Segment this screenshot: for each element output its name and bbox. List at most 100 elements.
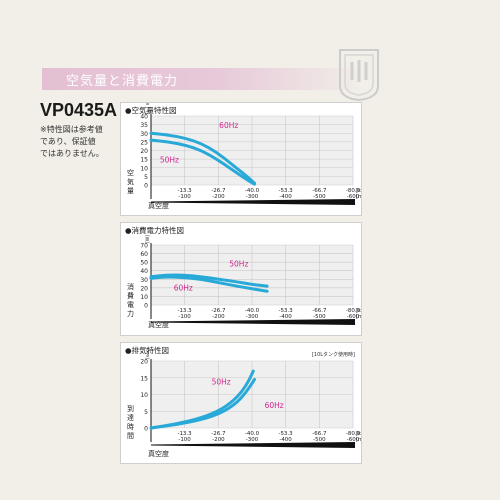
x-unit-kpa: [kPa] bbox=[356, 308, 361, 314]
x-tick-label-mmhg: -200 bbox=[212, 194, 225, 200]
x-tick-label-kpa: -66.7 bbox=[312, 431, 327, 437]
x-tick-label-kpa: -13.3 bbox=[177, 308, 192, 314]
disclaimer-note: ※特性図は参考値 であり、保証値 ではありません。 bbox=[40, 125, 104, 158]
y-tick-label: 15 bbox=[140, 157, 148, 164]
y-tick-label: 10 bbox=[140, 392, 148, 399]
series-label: 50Hz bbox=[229, 259, 248, 268]
y-tick-label: 20 bbox=[140, 285, 148, 292]
x-unit-kpa: [kPa] bbox=[356, 188, 361, 194]
y-tick-label: 0 bbox=[144, 303, 148, 310]
x-axis-arrow bbox=[151, 442, 355, 448]
section-title: 空気量と消費電力 bbox=[66, 74, 179, 89]
brand-logo-icon bbox=[339, 49, 379, 102]
chart-panel-exhaust: ●排気特性図 [10Lタンク使用時] 到達時間 真空度 0 5 10 15 20 -13.… bbox=[120, 342, 362, 464]
x-tick-label-mmhg: -500 bbox=[313, 314, 326, 320]
x-axis-label: 真空度 bbox=[148, 202, 169, 210]
series-line bbox=[149, 138, 257, 186]
y-tick-label: 15 bbox=[140, 375, 148, 382]
x-tick-label-kpa: -26.7 bbox=[211, 188, 226, 194]
x-axis-label: 真空度 bbox=[148, 450, 169, 458]
x-tick-label-mmhg: -500 bbox=[313, 437, 326, 443]
x-tick-label-kpa: -66.7 bbox=[312, 308, 327, 314]
y-tick-label: 20 bbox=[140, 359, 148, 366]
x-tick-label-mmhg: -100 bbox=[178, 437, 191, 443]
x-tick-label-kpa: -40.0 bbox=[245, 431, 260, 437]
chart-panel-power: ●消費電力特性図 消費電力 真空度 0 10 20 30 40 50 60 70 -13.3 -1… bbox=[120, 222, 362, 336]
x-tick-label-mmhg: -200 bbox=[212, 437, 225, 443]
x-tick-label-mmhg: -300 bbox=[246, 437, 259, 443]
y-axis-label: 空気量 bbox=[127, 169, 134, 195]
x-unit-mmhg: [mmHg] bbox=[356, 194, 361, 200]
x-tick-label-kpa: -80.0 bbox=[346, 308, 361, 314]
x-tick-label-mmhg: -500 bbox=[313, 194, 326, 200]
x-tick-label-kpa: -80.0 bbox=[346, 188, 361, 194]
chart-panel-airflow: ●空気量特性図 空気量 真空度 0 5 10 15 20 25 30 35 40 -13.3 -10… bbox=[120, 102, 362, 216]
x-tick-label-kpa: -53.3 bbox=[278, 431, 293, 437]
series-label: 50Hz bbox=[160, 156, 179, 165]
x-tick-label-kpa: -53.3 bbox=[278, 308, 293, 314]
x-unit-mmhg: [mmHg] bbox=[356, 314, 361, 320]
model-number: VP0435A bbox=[40, 100, 118, 120]
x-tick-label-mmhg: -300 bbox=[246, 194, 259, 200]
y-tick-label: 35 bbox=[140, 122, 148, 129]
test-condition: [10Lタンク使用時] bbox=[311, 352, 355, 358]
chart-title: ●排気特性図 bbox=[125, 346, 170, 355]
x-tick-label-kpa: -13.3 bbox=[177, 188, 192, 194]
x-tick-label-mmhg: -600 bbox=[347, 437, 360, 443]
y-tick-label: 20 bbox=[140, 148, 148, 155]
x-tick-label-mmhg: -400 bbox=[279, 437, 292, 443]
x-unit-mmhg: [mmHg] bbox=[356, 437, 361, 443]
chart-title: ●消費電力特性図 bbox=[125, 226, 185, 235]
x-tick-label-kpa: -53.3 bbox=[278, 188, 293, 194]
section-banner bbox=[42, 68, 360, 90]
y-unit-label: [sec] bbox=[145, 348, 151, 359]
x-tick-label-mmhg: -100 bbox=[178, 194, 191, 200]
x-tick-label-mmhg: -400 bbox=[279, 314, 292, 320]
y-unit-label: [W] bbox=[145, 235, 151, 243]
series-line bbox=[149, 377, 257, 430]
x-tick-label-kpa: -66.7 bbox=[312, 188, 327, 194]
y-axis-label: 到達時間 bbox=[127, 405, 134, 440]
y-tick-label: 0 bbox=[144, 183, 148, 190]
y-tick-label: 0 bbox=[144, 426, 148, 433]
x-tick-label-mmhg: -600 bbox=[347, 194, 360, 200]
y-tick-label: 25 bbox=[140, 139, 148, 146]
x-tick-label-mmhg: -400 bbox=[279, 194, 292, 200]
x-tick-label-kpa: -13.3 bbox=[177, 431, 192, 437]
x-tick-label-kpa: -40.0 bbox=[245, 308, 260, 314]
x-tick-label-kpa: -26.7 bbox=[211, 431, 226, 437]
exhaust-chart: 0 5 10 15 20 -13.3-100 -26.7-200 -40.0-300 -53.3… bbox=[140, 348, 361, 448]
series-label: 60Hz bbox=[219, 121, 238, 130]
y-tick-label: 60 bbox=[140, 251, 148, 258]
x-tick-label-kpa: -80.0 bbox=[346, 431, 361, 437]
x-tick-label-kpa: -40.0 bbox=[245, 188, 260, 194]
y-tick-label: 30 bbox=[140, 277, 148, 284]
chart-title: ●空気量特性図 bbox=[125, 106, 177, 115]
y-unit-label: [L / min] bbox=[145, 103, 151, 114]
y-tick-label: 70 bbox=[140, 243, 148, 250]
y-tick-label: 40 bbox=[140, 114, 148, 121]
series-line bbox=[149, 273, 269, 288]
y-tick-label: 10 bbox=[140, 294, 148, 301]
x-unit-kpa: [kPa] bbox=[356, 431, 361, 437]
series-label: 60Hz bbox=[174, 283, 193, 292]
y-tick-label: 30 bbox=[140, 131, 148, 138]
y-tick-label: 5 bbox=[144, 409, 148, 416]
y-tick-label: 10 bbox=[140, 165, 148, 172]
x-tick-label-mmhg: -100 bbox=[178, 314, 191, 320]
y-tick-label: 40 bbox=[140, 268, 148, 275]
x-axis-label: 真空度 bbox=[148, 321, 169, 329]
airflow-chart: 0510152025303540-13.3-100-26.7-200-40.0-… bbox=[140, 103, 361, 205]
x-tick-label-mmhg: -300 bbox=[246, 314, 259, 320]
series-line bbox=[149, 275, 269, 293]
y-tick-label: 5 bbox=[144, 174, 148, 181]
series-line bbox=[149, 131, 257, 185]
y-tick-label: 50 bbox=[140, 260, 148, 267]
x-axis-arrow bbox=[151, 199, 355, 205]
x-tick-label-mmhg: -200 bbox=[212, 314, 225, 320]
series-label: 60Hz bbox=[265, 401, 284, 410]
x-tick-label-kpa: -26.7 bbox=[211, 308, 226, 314]
x-tick-label-mmhg: -600 bbox=[347, 314, 360, 320]
